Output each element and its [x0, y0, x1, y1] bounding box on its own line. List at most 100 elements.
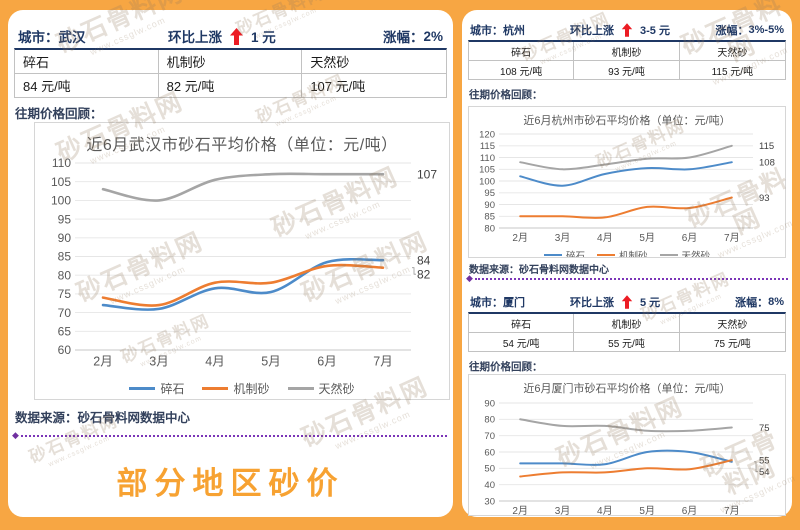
review-label: 往期价格回顾：	[469, 89, 543, 101]
y-tick-label: 30	[484, 496, 495, 507]
y-tick-label: 60	[58, 343, 72, 357]
y-tick-label: 110	[52, 157, 71, 170]
rate-value: 2%	[423, 28, 443, 44]
chart-legend: 碎石 机制砂 天然砂	[41, 380, 443, 397]
y-tick-label: 95	[58, 212, 72, 226]
x-tick-label: 5月	[639, 232, 655, 242]
dotted-line	[20, 434, 447, 437]
chart-title: 近6月杭州市砂石平均价格（单位：元/吨）	[523, 115, 731, 127]
y-tick-label: 95	[484, 188, 495, 199]
rate-label: 涨幅：	[382, 30, 424, 45]
y-tick-label: 60	[484, 447, 495, 458]
x-tick-label: 6月	[317, 355, 336, 369]
legend-item-天然砂: 天然砂	[659, 248, 710, 257]
hangzhou-price-table: 碎石 机制砂 天然砂 108 元/吨 93 元/吨 115 元/吨	[468, 40, 786, 80]
y-tick-label: 115	[480, 141, 495, 152]
up-arrow-icon	[621, 295, 633, 309]
x-tick-label: 7月	[373, 355, 392, 369]
end-value-label: 107	[417, 167, 437, 181]
end-value-label: 75	[759, 423, 770, 434]
end-value-label: 54	[759, 467, 770, 478]
material-name-cell: 天然砂	[679, 314, 785, 333]
x-tick-label: 6月	[682, 505, 698, 516]
x-tick-label: 3月	[149, 355, 168, 369]
hangzhou-chart-card: 近6月杭州市砂石平均价格（单位：元/吨） 80 85 90 95 100 105 110 11…	[468, 106, 786, 258]
x-tick-label: 4月	[205, 355, 224, 369]
x-tick-label: 5月	[639, 505, 655, 516]
wuhan-price-table: 碎石 机制砂 天然砂 84 元/吨 82 元/吨 107 元/吨	[14, 48, 447, 98]
momentum-label: 环比上涨	[570, 25, 614, 37]
legend-item-机制砂: 机制砂	[596, 248, 648, 258]
x-tick-label: 4月	[597, 232, 613, 242]
material-price-cell: 54 元/吨	[469, 333, 575, 351]
y-tick-label: 80	[58, 268, 72, 282]
material-name-cell: 碎石	[469, 42, 575, 61]
y-tick-label: 120	[479, 129, 495, 140]
rate-group: 涨幅： 8%	[735, 294, 784, 310]
x-tick-label: 4月	[597, 505, 613, 516]
city-value: 武汉	[58, 30, 86, 45]
momentum-label: 环比上涨	[570, 297, 614, 309]
series-line-天然砂	[519, 144, 733, 171]
material-name-cell: 天然砂	[302, 50, 446, 74]
momentum-group: 环比上涨 3-5 元	[570, 22, 670, 38]
material-price-cell: 115 元/吨	[711, 66, 754, 78]
y-tick-label: 90	[484, 200, 495, 211]
momentum-value: 5 元	[640, 297, 661, 309]
series-line-天然砂	[101, 172, 385, 202]
material-price-cell: 82 元/吨	[159, 74, 303, 97]
material-price-cell: 93 元/吨	[574, 61, 680, 79]
review-label: 往期价格回顾：	[469, 361, 543, 373]
series-line-机制砂	[519, 459, 733, 478]
material-name-cell: 机制砂	[158, 50, 303, 74]
momentum-group: 环比上涨 5 元	[570, 294, 660, 310]
city-label: 城市：	[470, 297, 503, 309]
momentum-label: 环比上涨	[168, 30, 222, 45]
y-tick-label: 100	[479, 176, 495, 187]
y-tick-label: 100	[51, 194, 71, 208]
legend-item-碎石: 碎石	[543, 248, 585, 258]
review-label: 往期价格回顾：	[15, 107, 103, 121]
up-arrow-icon	[229, 27, 244, 45]
legend-label: 碎石	[565, 251, 585, 258]
legend-label: 机制砂	[618, 251, 648, 258]
momentum-group: 环比上涨 1 元	[168, 26, 276, 46]
data-source: 数据来源：砂石骨料网数据中心	[15, 411, 191, 425]
y-tick-label: 65	[58, 325, 72, 339]
hangzhou-header-row: 城市： 杭州 环比上涨 3-5 元 涨幅： 3%-5%	[470, 22, 784, 38]
label-leader	[412, 267, 416, 275]
diamond-icon: ◆	[12, 430, 19, 440]
y-tick-label: 50	[484, 464, 495, 475]
rate-group: 涨幅： 2%	[383, 26, 443, 46]
y-tick-label: 80	[484, 223, 495, 234]
chart-legend: 碎石 机制砂 天然砂	[475, 248, 779, 258]
wuhan-panel: 城市： 武汉 环比上涨 1 元 涨幅： 2% 碎石 机制砂 天然砂 84 元/吨…	[8, 10, 453, 517]
rate-value: 8%	[768, 296, 784, 308]
xiamen-chart-card: 近6月厦门市砂石平均价格（单位：元/吨） 30 40 50 60 70 80 90 2月 3月 4…	[468, 374, 786, 516]
y-tick-label: 40	[484, 480, 495, 491]
x-tick-label: 2月	[512, 505, 528, 516]
x-tick-label: 7月	[724, 232, 740, 242]
momentum-value: 3-5 元	[640, 25, 670, 37]
end-value-label: 82	[417, 267, 431, 281]
data-source: 数据来源：砂石骨料网数据中心	[469, 265, 609, 276]
y-tick-label: 105	[479, 165, 495, 176]
legend-item-碎石: 碎石	[129, 380, 184, 397]
end-value-label: 55	[759, 456, 770, 467]
y-tick-label: 90	[58, 231, 72, 245]
diamond-icon: ◆	[466, 273, 473, 283]
x-tick-label: 6月	[682, 232, 698, 242]
legend-item-机制砂: 机制砂	[202, 380, 270, 397]
city-value: 厦门	[503, 297, 525, 309]
rate-value: 3%-5%	[748, 24, 784, 36]
section-divider: ◆	[466, 274, 788, 283]
series-line-碎石	[101, 257, 385, 311]
section-divider: ◆	[12, 431, 447, 440]
y-tick-label: 90	[484, 398, 495, 409]
material-price-cell: 107 元/吨	[310, 79, 366, 94]
wuhan-header-row: 城市： 武汉 环比上涨 1 元 涨幅： 2%	[18, 26, 443, 46]
series-line-天然砂	[519, 418, 733, 433]
